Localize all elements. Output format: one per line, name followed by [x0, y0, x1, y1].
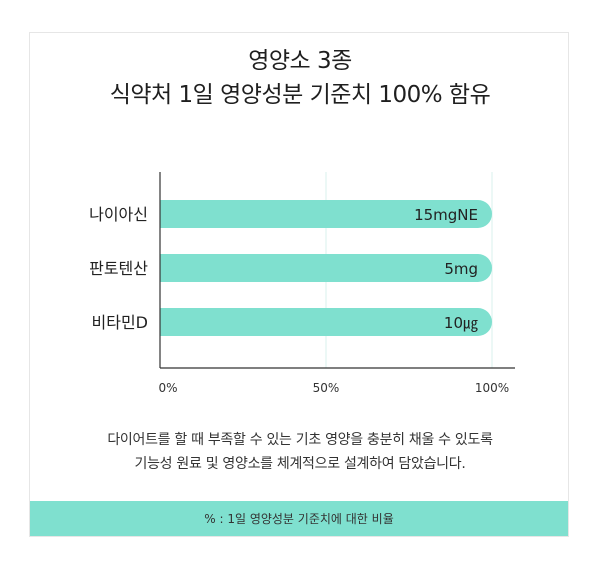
category-label: 비타민D	[92, 313, 148, 332]
bar-chart: 나이아신 15mgNE 판토텐산 5mg 비타민D 10㎍ 0% 50% 100%	[89, 172, 515, 395]
data-label: 5mg	[444, 260, 478, 278]
bar	[160, 308, 492, 336]
category-label: 판토텐산	[89, 259, 148, 278]
x-tick-label: 0%	[158, 381, 177, 395]
footer-note: % : 1일 영양성분 기준치에 대한 비율	[30, 501, 568, 536]
title-line-2: 식약처 1일 영양성분 기준치 100% 함유	[109, 82, 491, 108]
description: 다이어트를 할 때 부족할 수 있는 기초 영양을 충분히 채울 수 있도록 기…	[0, 428, 600, 476]
x-tick-label: 50%	[313, 381, 340, 395]
footer-note-text: % : 1일 영양성분 기준치에 대한 비율	[204, 512, 394, 526]
description-line-1: 다이어트를 할 때 부족할 수 있는 기초 영양을 충분히 채울 수 있도록	[107, 432, 493, 448]
category-label: 나이아신	[89, 205, 148, 224]
title-line-1: 영양소 3종	[248, 48, 352, 74]
data-label: 15mgNE	[414, 206, 478, 224]
x-tick-label: 100%	[475, 381, 509, 395]
bar	[160, 254, 492, 282]
data-label: 10㎍	[444, 314, 478, 332]
bar	[160, 200, 492, 228]
content-card	[29, 32, 569, 537]
chart-title: 영양소 3종 식약처 1일 영양성분 기준치 100% 함유	[0, 44, 600, 112]
description-line-2: 기능성 원료 및 영양소를 체계적으로 설계하여 담았습니다.	[134, 456, 466, 472]
